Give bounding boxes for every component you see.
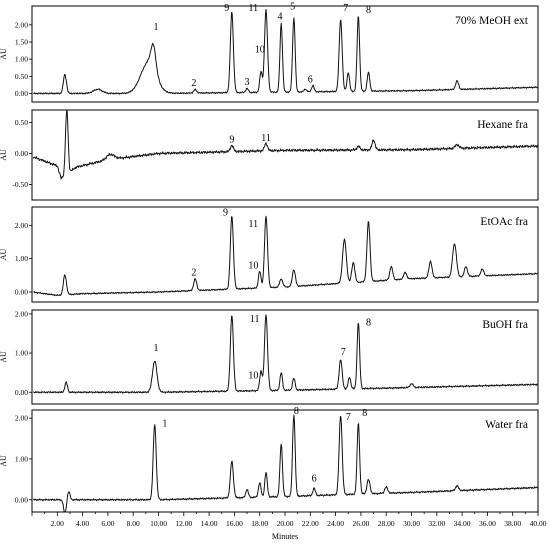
peak-label: 8 (366, 318, 371, 329)
x-tick-label: 22.00 (302, 519, 319, 528)
x-tick-label: 2.00 (51, 519, 64, 528)
panel-frame (31, 206, 539, 303)
y-tick-label: 1.00 (15, 55, 28, 64)
y-tick-label: 1.50 (15, 38, 28, 47)
peak-label: 10 (248, 261, 258, 272)
peak-label: 11 (250, 314, 260, 325)
x-tick-label: 34.00 (454, 519, 471, 528)
y-tick-label: 0.00 (15, 288, 28, 297)
peak-label: 8 (294, 406, 299, 417)
y-tick-label: 1.00 (15, 454, 28, 463)
panel-frame (31, 409, 539, 513)
peak-label: 8 (362, 408, 367, 419)
panel-3: 0.00 1.00 2.00 AU 2 9 10 11 EtOAc fra (0, 206, 539, 303)
x-axis-label: Minutes (272, 532, 298, 541)
x-tick-label: 32.00 (428, 519, 445, 528)
x-tick-label: 18.00 (251, 519, 268, 528)
peak-label: 1 (153, 22, 158, 33)
panel-title: BuOH fra (482, 319, 528, 331)
x-tick-label: 30.00 (403, 519, 420, 528)
peak-label: 10 (255, 44, 265, 55)
y-tick-label: 1.00 (15, 254, 28, 263)
peak-label: 7 (346, 412, 351, 423)
peak-label: 1 (162, 418, 167, 429)
chromatogram-trace (33, 8, 539, 95)
x-tick-label: 24.00 (327, 519, 344, 528)
x-tick-label: 40.00 (530, 519, 547, 528)
y-tick-label: 0.00 (15, 495, 28, 504)
y-tick-label: 1.00 (15, 349, 28, 358)
peak-label: 11 (261, 133, 271, 144)
peak-label: 9 (224, 3, 229, 14)
peak-label: 6 (308, 74, 313, 85)
x-tick-label: 8.00 (127, 519, 140, 528)
y-tick-label: 2.00 (15, 221, 28, 230)
peak-label: 8 (366, 5, 371, 16)
y-axis-label: AU (0, 455, 8, 467)
x-axis: 2.00 4.00 6.00 8.00 10.00 12.00 14.00 16.00 18.0… (31, 512, 547, 541)
chromatogram-trace (33, 314, 538, 394)
y-tick-label: 0.50 (15, 72, 28, 81)
peak-label: 6 (312, 473, 317, 484)
peak-label: 10 (248, 371, 258, 382)
y-tick-label: 0.00 (15, 149, 28, 158)
y-tick-label: 0.00 (15, 89, 28, 98)
peak-label: 11 (249, 3, 259, 14)
peak-label: 11 (249, 219, 259, 230)
y-tick-label: 2.00 (15, 309, 28, 318)
panel-title: EtOAc fra (480, 216, 528, 228)
y-tick-label: 2.00 (15, 414, 28, 423)
x-tick-label: 16.00 (226, 519, 243, 528)
panel-frame (31, 109, 539, 201)
x-tick-label: 6.00 (101, 519, 114, 528)
chromatogram-trace (33, 414, 539, 513)
peak-label: 7 (341, 347, 346, 358)
x-tick-label: 26.00 (352, 519, 369, 528)
panel-title: 70% MeOH ext (455, 15, 529, 27)
chromatogram-trace (32, 109, 538, 180)
x-tick-label: 12.00 (175, 519, 192, 528)
peak-label: 9 (229, 134, 234, 145)
peak-label: 9 (223, 207, 228, 218)
peak-label: 5 (290, 1, 295, 12)
y-axis-label: AU (0, 249, 8, 261)
peak-label: 1 (153, 343, 158, 354)
peak-label: 2 (191, 267, 196, 278)
y-axis-label: AU (0, 351, 8, 363)
peak-label: 7 (343, 3, 348, 14)
x-tick-label: 20.00 (277, 519, 294, 528)
chromatogram-trace (33, 215, 538, 297)
y-tick-label: 0.00 (15, 388, 28, 397)
peak-label: 4 (277, 12, 282, 23)
panel-1: 0.00 0.50 1.00 1.50 2.00 AU 1 2 9 3 10 11 45 6 7 8 70% M… (0, 1, 539, 103)
x-tick-label: 38.00 (504, 519, 521, 528)
y-axis-label: AU (0, 149, 8, 161)
panel-2: -0.50 0.00 0.50 AU 9 11 Hexane fra (0, 109, 539, 201)
panel-title: Water fra (485, 419, 528, 431)
panel-frame (31, 5, 539, 103)
peak-label: 3 (245, 77, 250, 88)
x-tick-label: 14.00 (201, 519, 218, 528)
y-tick-label: -0.50 (12, 180, 28, 189)
peak-label: 2 (191, 78, 196, 89)
y-axis-label: AU (0, 48, 8, 60)
y-tick-label: 2.00 (15, 20, 28, 29)
panel-frame (31, 309, 539, 405)
x-tick-label: 4.00 (76, 519, 89, 528)
y-tick-label: 0.50 (15, 118, 28, 127)
x-tick-label: 28.00 (378, 519, 395, 528)
x-tick-label: 10.00 (150, 519, 167, 528)
x-tick-label: 36.00 (479, 519, 496, 528)
panel-title: Hexane fra (477, 119, 528, 131)
